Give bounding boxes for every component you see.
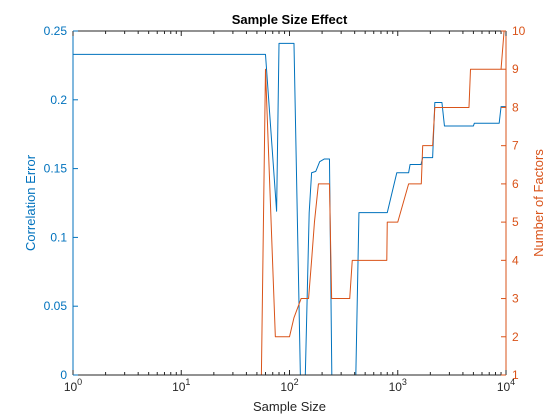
y-right-tick-label: 4	[512, 253, 519, 267]
y-right-tick-label: 6	[512, 177, 519, 191]
series-line-right-axis	[73, 30, 506, 376]
x-tick-label: 102	[280, 377, 298, 394]
plot-area	[72, 30, 507, 376]
y-right-tick-label: 8	[512, 100, 519, 114]
y-right-tick-label: 3	[512, 292, 519, 306]
y-left-tick-label: 0.05	[44, 299, 68, 313]
x-axis: 100 101 102 103 104	[64, 31, 515, 394]
y-left-tick-label: 0.15	[44, 162, 68, 176]
y-left-tick-label: 0	[60, 368, 67, 382]
y-left-tick-label: 0.1	[50, 230, 67, 244]
y-right-tick-label: 5	[512, 215, 519, 229]
axes-background	[73, 31, 506, 375]
chart-title: Sample Size Effect	[232, 12, 348, 27]
y-left-tick-label: 0.2	[50, 93, 67, 107]
y-right-tick-label: 7	[512, 139, 519, 153]
y-right-tick-label: 10	[512, 24, 526, 38]
x-tick-label: 104	[497, 377, 515, 394]
y-right-tick-label: 9	[512, 62, 519, 76]
y-right-tick-label: 2	[512, 330, 519, 344]
x-axis-label: Sample Size	[253, 399, 326, 414]
y-axis-right: 1 2 3 4 5 6 7 8 9 10	[501, 24, 526, 382]
y-axis-left: 0 0.05 0.1 0.15 0.2 0.25	[44, 24, 78, 382]
x-tick-label: 101	[172, 377, 190, 394]
y-axis-right-label: Number of Factors	[531, 149, 546, 257]
y-left-tick-label: 0.25	[44, 24, 68, 38]
y-right-tick-label: 1	[512, 368, 519, 382]
x-tick-label: 103	[389, 377, 407, 394]
y-axis-left-label: Correlation Error	[23, 154, 38, 251]
x-tick-label: 100	[64, 377, 82, 394]
